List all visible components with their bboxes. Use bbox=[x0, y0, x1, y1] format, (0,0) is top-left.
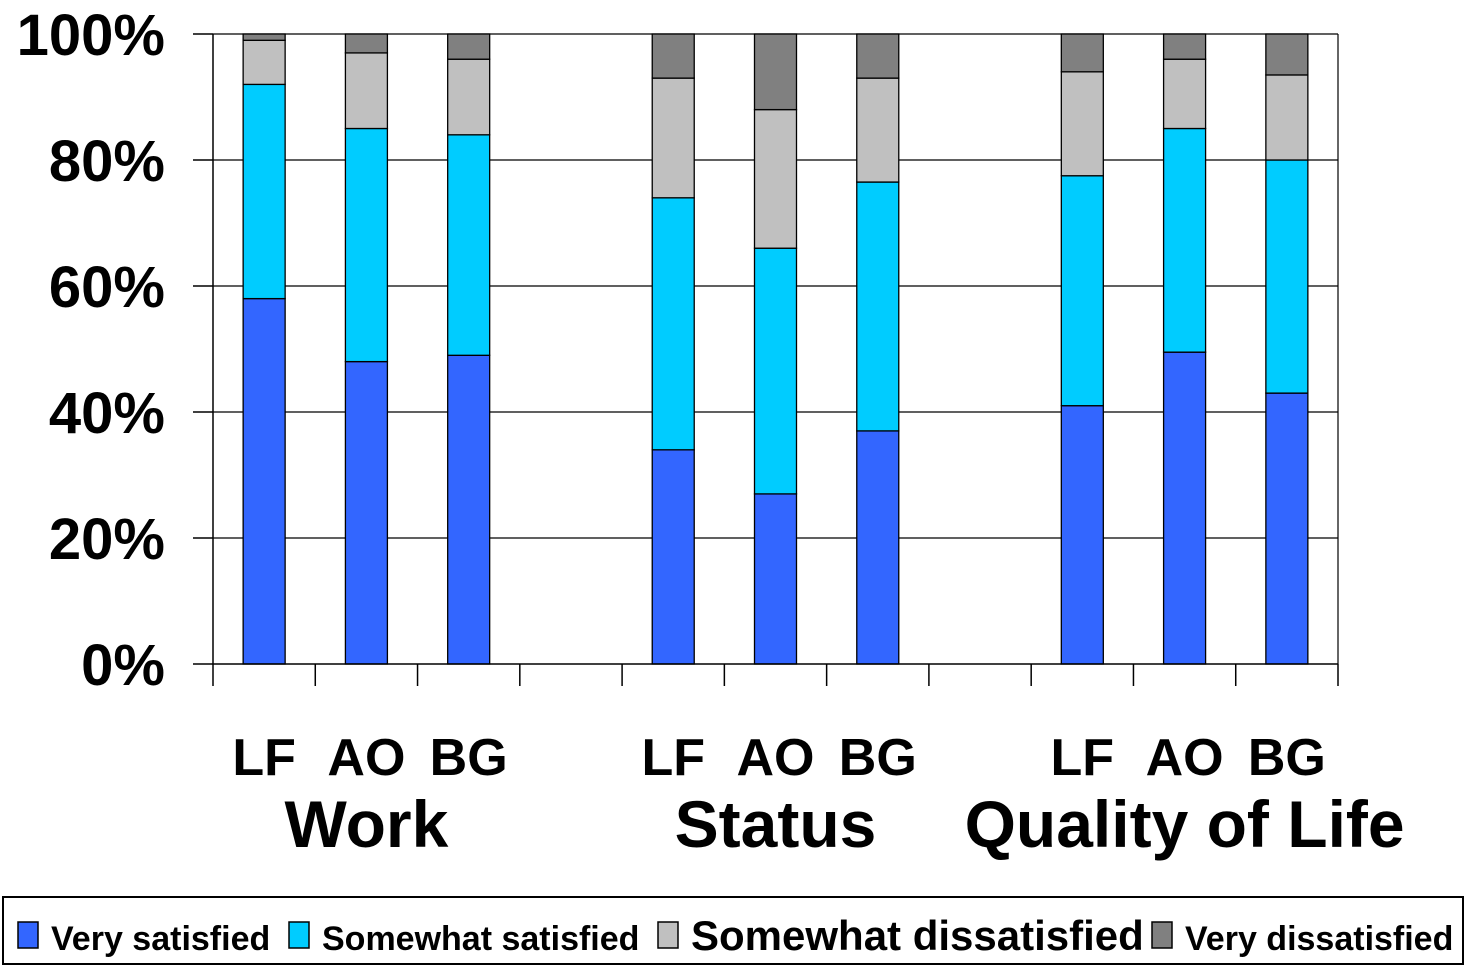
legend-label: Somewhat dissatisfied bbox=[691, 912, 1144, 959]
y-tick-label: 60% bbox=[49, 255, 165, 320]
group-label: Quality of Life bbox=[965, 787, 1405, 861]
category-label: BG bbox=[839, 729, 917, 787]
legend-swatch bbox=[657, 921, 679, 949]
bar-segment-4 bbox=[856, 33, 900, 79]
bar-segment-1 bbox=[1162, 351, 1207, 665]
category-label: BG bbox=[1248, 729, 1326, 787]
legend-swatch bbox=[1151, 921, 1173, 949]
bar-segment-2 bbox=[651, 197, 695, 451]
bar-segment-4 bbox=[1162, 33, 1207, 60]
bar-segment-1 bbox=[447, 354, 491, 665]
bar-segment-3 bbox=[447, 58, 491, 136]
bar-segment-1 bbox=[344, 360, 389, 665]
bar-segment-2 bbox=[1265, 159, 1309, 394]
category-label: AO bbox=[327, 729, 405, 787]
bar-segment-3 bbox=[242, 39, 286, 86]
category-label: LF bbox=[641, 729, 705, 787]
bar-segment-1 bbox=[242, 297, 286, 665]
bar-segment-2 bbox=[1162, 127, 1207, 353]
category-label: AO bbox=[737, 729, 815, 787]
group-labels: Work Status Quality of Life bbox=[285, 787, 1405, 861]
y-tick-label: 80% bbox=[49, 129, 165, 194]
bar-segment-2 bbox=[753, 247, 798, 495]
y-tick-label: 100% bbox=[17, 3, 165, 68]
legend-swatch bbox=[288, 921, 310, 949]
bar-segment-2 bbox=[242, 83, 286, 300]
bar-segment-4 bbox=[651, 33, 695, 79]
bar-segment-3 bbox=[344, 52, 389, 130]
bar-segment-2 bbox=[344, 127, 389, 363]
category-label: LF bbox=[232, 729, 296, 787]
bar-segment-3 bbox=[753, 108, 798, 249]
bar-segment-4 bbox=[753, 33, 798, 111]
group-label: Status bbox=[675, 787, 877, 861]
bar-segment-1 bbox=[856, 430, 900, 665]
legend-swatch bbox=[17, 921, 39, 949]
y-tick-labels: 0% 20% 40% 60% 80% 100% bbox=[17, 3, 165, 698]
bar-segment-4 bbox=[242, 33, 286, 41]
bar-segment-1 bbox=[1060, 405, 1104, 665]
category-label: AO bbox=[1146, 729, 1224, 787]
bar-segment-4 bbox=[1060, 33, 1104, 73]
bar-segment-2 bbox=[856, 181, 900, 432]
legend-label: Very dissatisfied bbox=[1185, 920, 1453, 958]
legend-label: Somewhat satisfied bbox=[322, 920, 639, 958]
y-tick-label: 20% bbox=[49, 507, 165, 572]
category-labels: LF AO BG LF AO BG LF AO BG bbox=[232, 729, 1325, 787]
bar-segment-1 bbox=[1265, 392, 1309, 665]
bar-segment-2 bbox=[1060, 175, 1104, 407]
bar-segment-4 bbox=[447, 33, 491, 60]
legend: Very satisfied Somewhat satisfied Somewhat… bbox=[2, 896, 1464, 965]
bar-segment-3 bbox=[856, 77, 900, 183]
legend-label: Very satisfied bbox=[51, 920, 270, 958]
bar-segment-2 bbox=[447, 134, 491, 356]
legend-box bbox=[2, 896, 1464, 965]
bar-segment-3 bbox=[651, 77, 695, 199]
bars bbox=[242, 33, 1309, 665]
bar-segment-3 bbox=[1162, 58, 1207, 130]
y-tick-label: 0% bbox=[81, 633, 165, 698]
category-label: BG bbox=[430, 729, 508, 787]
y-tick-label: 40% bbox=[49, 381, 165, 446]
bar-segment-3 bbox=[1060, 71, 1104, 177]
bar-segment-3 bbox=[1265, 74, 1309, 161]
bar-segment-1 bbox=[651, 449, 695, 665]
bar-segment-1 bbox=[753, 493, 798, 665]
axes bbox=[193, 33, 1339, 686]
group-label: Work bbox=[285, 787, 449, 861]
bar-segment-4 bbox=[1265, 33, 1309, 76]
category-label: LF bbox=[1051, 729, 1115, 787]
bar-segment-4 bbox=[344, 33, 389, 54]
